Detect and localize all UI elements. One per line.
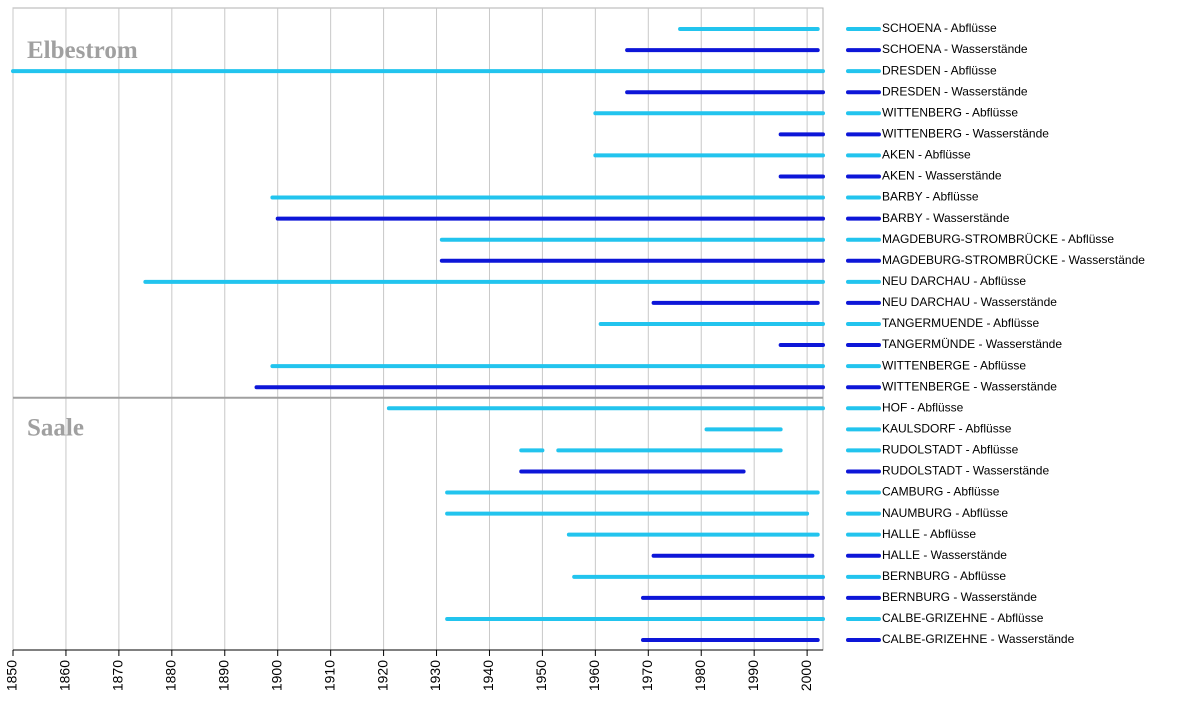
x-tick-label: 1990 [745,660,761,691]
legend-label: BERNBURG - Wasserstände [882,590,1037,604]
legend-label: WITTENBERGE - Abflüsse [882,358,1026,372]
legend-label: KAULSDORF - Abflüsse [882,422,1012,436]
legend-label: HOF - Abflüsse [882,400,964,414]
legend-label: NEU DARCHAU - Wasserstände [882,295,1057,309]
legend-label: TANGERMÜNDE - Wasserstände [882,337,1062,351]
x-tick-label: 1940 [480,660,496,691]
x-tick-label: 1920 [374,660,390,691]
legend-label: MAGDEBURG-STROMBRÜCKE - Wasserstände [882,253,1145,267]
x-tick-label: 1950 [533,660,549,691]
x-tick-label: 1910 [321,660,337,691]
legend-label: CALBE-GRIZEHNE - Wasserstände [882,632,1075,646]
x-tick-label: 1890 [215,660,231,691]
legend-label: DRESDEN - Abflüsse [882,63,997,77]
legend-label: DRESDEN - Wasserstände [882,84,1028,98]
legend-label: TANGERMUENDE - Abflüsse [882,316,1039,330]
legend-label: RUDOLSTADT - Abflüsse [882,443,1019,457]
x-tick-label: 1860 [57,660,73,691]
legend-label: RUDOLSTADT - Wasserstände [882,464,1049,478]
legend-label: HALLE - Wasserstände [882,548,1007,562]
legend-label: HALLE - Abflüsse [882,527,976,541]
x-tick-label: 1960 [586,660,602,691]
legend-label: SCHOENA - Wasserstände [882,42,1028,56]
x-tick-label: 1900 [268,660,284,691]
x-tick-label: 1980 [692,660,708,691]
legend-label: CALBE-GRIZEHNE - Abflüsse [882,611,1044,625]
legend-label: BARBY - Abflüsse [882,190,979,204]
legend-label: AKEN - Abflüsse [882,148,971,162]
group-label: Elbestrom [27,37,138,64]
legend-label: WITTENBERG - Wasserstände [882,127,1049,141]
x-tick-label: 1870 [110,660,126,691]
legend-label: AKEN - Wasserstände [882,169,1002,183]
legend-label: NEU DARCHAU - Abflüsse [882,274,1026,288]
legend-label: NAUMBURG - Abflüsse [882,506,1008,520]
legend-label: BERNBURG - Abflüsse [882,569,1006,583]
group-label: Saale [27,414,84,441]
legend-label: SCHOENA - Abflüsse [882,21,997,35]
x-tick-label: 2000 [798,660,814,691]
x-tick-label: 1930 [427,660,443,691]
x-tick-label: 1880 [163,660,179,691]
x-tick-label: 1970 [639,660,655,691]
legend-label: MAGDEBURG-STROMBRÜCKE - Abflüsse [882,232,1114,246]
legend-label: BARBY - Wasserstände [882,211,1010,225]
legend-label: WITTENBERG - Abflüsse [882,105,1018,119]
legend-label: WITTENBERGE - Wasserstände [882,379,1057,393]
x-tick-label: 1850 [4,660,20,691]
legend-label: CAMBURG - Abflüsse [882,485,1000,499]
